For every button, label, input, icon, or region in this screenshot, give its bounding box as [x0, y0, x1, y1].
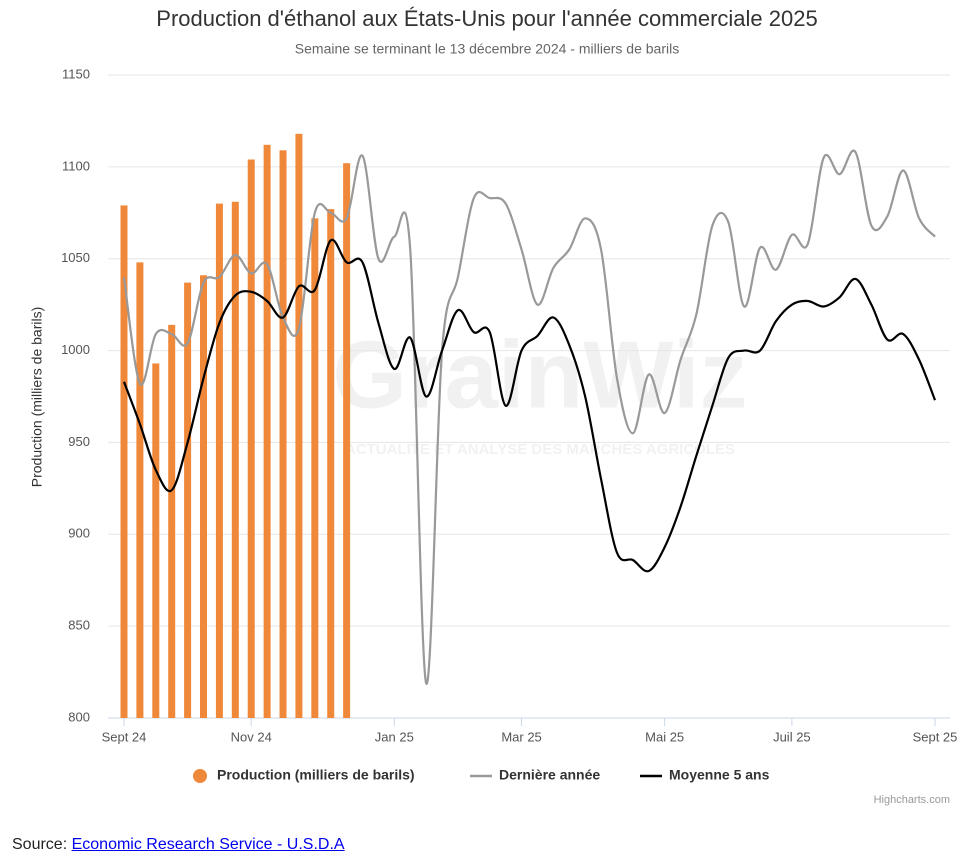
source-label: Source:	[12, 836, 68, 853]
source-link[interactable]: Economic Research Service - U.S.D.A	[71, 836, 345, 853]
x-tick-label: Sept 25	[913, 729, 958, 744]
chart: Production d'éthanol aux États-Unis pour…	[29, 6, 958, 806]
line	[122, 149, 936, 685]
watermark-tagline: ACTUALITÉ ET ANALYSE DES MARCHÉS AGRICOL…	[345, 441, 735, 458]
y-tick-label: 1000	[61, 342, 90, 357]
bar	[168, 324, 176, 718]
bar	[343, 163, 351, 718]
bar	[184, 282, 192, 718]
y-tick-label: 900	[68, 526, 90, 541]
line	[122, 238, 937, 573]
bar	[215, 203, 223, 719]
bar	[152, 363, 160, 718]
chart-title: Production d'éthanol aux États-Unis pour…	[156, 6, 817, 31]
y-tick-label: 850	[68, 618, 90, 633]
bar	[247, 159, 255, 719]
bar	[136, 262, 144, 718]
bar	[263, 144, 271, 719]
x-tick-label: Mai 25	[645, 729, 684, 744]
x-tick-label: Jan 25	[375, 729, 414, 744]
y-tick-label: 950	[68, 434, 90, 449]
legend-label: Dernière année	[499, 767, 600, 783]
credits: Highcharts.com	[874, 794, 950, 806]
bar	[311, 218, 319, 718]
x-tick-label: Mar 25	[501, 729, 541, 744]
bar	[120, 205, 128, 719]
y-axis-title: Production (milliers de barils)	[29, 307, 45, 488]
x-tick-label: Juil 25	[773, 729, 811, 744]
bar	[295, 133, 303, 718]
bar	[200, 275, 208, 718]
bar	[231, 201, 239, 718]
y-tick-label: 1050	[61, 250, 90, 265]
y-tick-label: 800	[68, 709, 90, 724]
chart-subtitle: Semaine se terminant le 13 décembre 2024…	[295, 41, 679, 57]
bar	[327, 209, 335, 718]
legend-label: Production (milliers de barils)	[217, 767, 415, 783]
x-tick-label: Nov 24	[231, 729, 272, 744]
legend-label: Moyenne 5 ans	[669, 767, 770, 783]
y-tick-label: 1100	[62, 158, 90, 173]
x-tick-label: Sept 24	[102, 729, 147, 744]
bar	[279, 150, 287, 718]
legend-symbol	[193, 769, 207, 783]
source: Source: Economic Research Service - U.S.…	[12, 836, 345, 854]
y-tick-label: 1150	[62, 66, 90, 81]
watermark: GrainWiz	[332, 321, 747, 428]
